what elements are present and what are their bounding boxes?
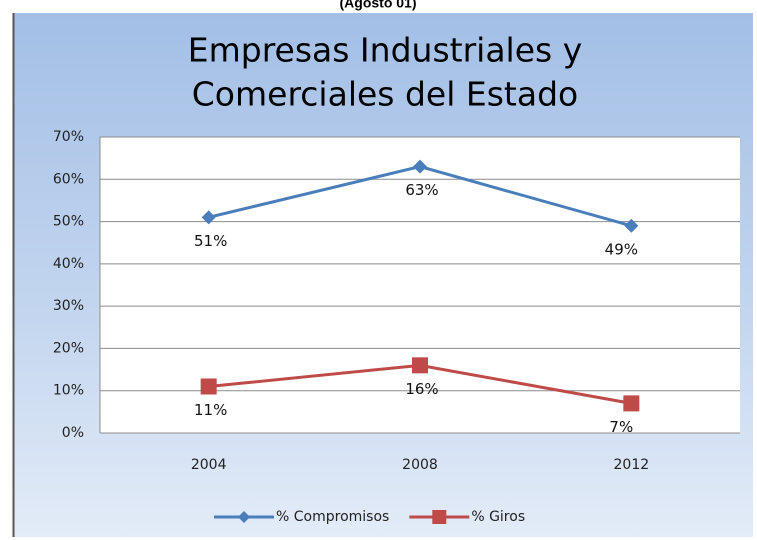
data-label: 51% bbox=[194, 232, 227, 250]
data-label: 11% bbox=[194, 401, 227, 419]
x-tick-label: 2008 bbox=[402, 457, 438, 473]
y-tick-label: 10% bbox=[53, 383, 84, 399]
y-tick-label: 0% bbox=[62, 425, 84, 441]
y-tick-label: 20% bbox=[53, 340, 84, 356]
data-point bbox=[623, 395, 640, 412]
y-tick-label: 70% bbox=[53, 129, 84, 145]
x-tick-label: 2012 bbox=[614, 457, 650, 473]
y-tick-label: 60% bbox=[53, 171, 84, 187]
y-tick-label: 40% bbox=[53, 256, 84, 272]
x-tick-label: 2004 bbox=[191, 457, 227, 473]
legend-marker bbox=[238, 511, 250, 523]
data-point bbox=[413, 159, 427, 174]
data-label: 49% bbox=[605, 240, 638, 258]
data-label: 7% bbox=[609, 418, 633, 436]
data-point bbox=[200, 378, 217, 395]
legend-label: % Giros bbox=[471, 509, 525, 525]
legend-marker bbox=[432, 510, 447, 524]
header-text: (Agosto 01) bbox=[340, 0, 417, 11]
data-point bbox=[201, 210, 216, 225]
y-tick-label: 50% bbox=[53, 214, 84, 230]
chart-title: Comerciales del Estado bbox=[192, 75, 578, 114]
data-point bbox=[412, 357, 428, 374]
data-label: 16% bbox=[405, 380, 438, 398]
y-tick-label: 30% bbox=[53, 298, 84, 314]
data-point bbox=[624, 218, 639, 233]
chart-title: Empresas Industriales y bbox=[188, 31, 582, 70]
data-label: 63% bbox=[405, 181, 438, 199]
legend-label: % Compromisos bbox=[276, 509, 389, 525]
